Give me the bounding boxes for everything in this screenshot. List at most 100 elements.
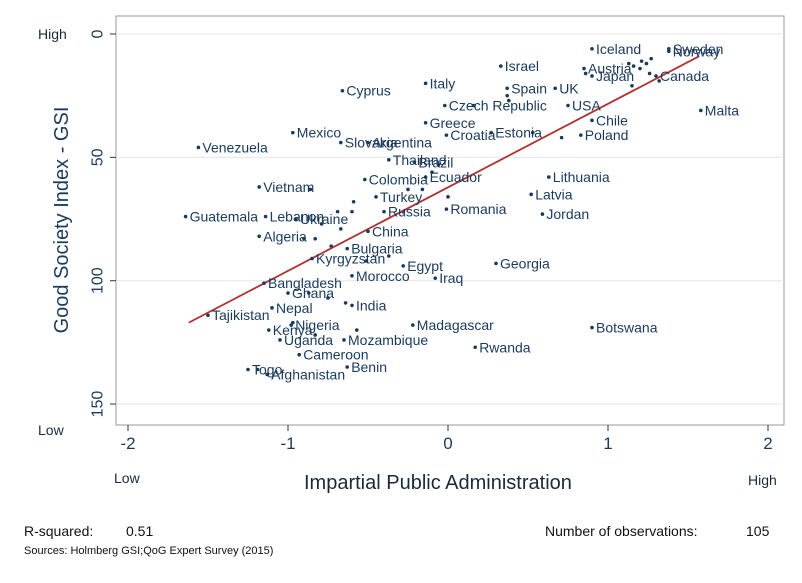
point-label: Ghana bbox=[292, 285, 334, 301]
data-point bbox=[262, 281, 266, 285]
point-label: Ecuador bbox=[430, 169, 482, 185]
point-label: Kyrgyzstan bbox=[316, 250, 385, 266]
point-label: Rwanda bbox=[479, 339, 531, 355]
data-point bbox=[364, 259, 369, 263]
data-point bbox=[319, 222, 324, 226]
data-point bbox=[255, 367, 260, 372]
fit-line bbox=[188, 55, 700, 324]
data-point bbox=[644, 61, 649, 66]
point-label: USA bbox=[572, 98, 601, 114]
data-point bbox=[401, 264, 406, 268]
data-point bbox=[289, 323, 294, 327]
point-label: Chile bbox=[596, 112, 628, 128]
point-label: Mexico bbox=[297, 125, 342, 141]
point-label: Lebanon bbox=[270, 209, 325, 225]
data-point bbox=[308, 187, 313, 192]
data-point bbox=[627, 61, 631, 66]
data-point bbox=[310, 256, 314, 261]
data-point bbox=[667, 47, 671, 51]
data-point bbox=[430, 170, 434, 174]
data-point bbox=[647, 71, 652, 76]
data-point bbox=[313, 333, 318, 337]
data-point bbox=[270, 306, 274, 310]
point-label: China bbox=[372, 223, 409, 239]
data-point bbox=[294, 217, 298, 221]
point-label: Norway bbox=[673, 43, 720, 59]
data-point bbox=[505, 86, 510, 91]
data-point bbox=[307, 291, 311, 295]
data-point bbox=[263, 214, 268, 219]
data-point bbox=[297, 352, 302, 357]
point-label: Afghanistan bbox=[271, 366, 345, 382]
data-point bbox=[351, 199, 356, 204]
data-point bbox=[566, 103, 570, 108]
observations-value: 105 bbox=[746, 523, 770, 539]
point-label: Botswana bbox=[596, 320, 658, 336]
data-point bbox=[387, 158, 391, 162]
data-point bbox=[345, 365, 350, 369]
point-label: Thailand bbox=[393, 152, 447, 168]
data-point bbox=[471, 103, 476, 108]
data-point bbox=[638, 66, 642, 71]
x-axis-low-label: Low bbox=[114, 470, 140, 486]
point-label: Uganda bbox=[284, 332, 333, 348]
data-point bbox=[494, 261, 498, 266]
observations-label: Number of observations: bbox=[545, 523, 698, 539]
data-point bbox=[278, 338, 282, 342]
point-label: India bbox=[356, 297, 387, 313]
data-point bbox=[507, 98, 511, 103]
point-label: Nigeria bbox=[295, 317, 340, 333]
point-label: Brazil bbox=[418, 154, 453, 170]
data-point bbox=[350, 303, 354, 308]
x-tick-label: 2 bbox=[763, 434, 772, 453]
point-label: Iceland bbox=[596, 41, 641, 57]
point-label: Jordan bbox=[546, 206, 589, 222]
point-label: Malta bbox=[705, 102, 739, 118]
point-label: Japan bbox=[596, 68, 634, 84]
data-point bbox=[366, 140, 370, 145]
data-point bbox=[342, 338, 346, 342]
data-point bbox=[387, 254, 391, 258]
data-point bbox=[553, 86, 557, 91]
data-point bbox=[350, 273, 354, 278]
x-tick-label: 0 bbox=[443, 434, 452, 453]
data-point bbox=[699, 108, 703, 113]
point-label: Bangladesh bbox=[268, 275, 342, 291]
data-point bbox=[444, 207, 449, 211]
data-point bbox=[313, 236, 318, 241]
point-label: Nepal bbox=[276, 300, 313, 316]
data-point bbox=[267, 328, 271, 332]
data-point bbox=[590, 74, 594, 78]
data-point bbox=[340, 88, 345, 93]
data-point bbox=[374, 195, 378, 199]
data-point bbox=[473, 345, 478, 350]
data-point bbox=[406, 187, 410, 192]
data-point bbox=[583, 71, 588, 76]
y-tick-label: 50 bbox=[90, 148, 107, 166]
point-label: Croatia bbox=[450, 127, 495, 143]
data-point bbox=[443, 103, 447, 108]
data-point bbox=[382, 209, 386, 214]
point-label: Tajikistan bbox=[212, 307, 270, 323]
y-axis-low-label: Low bbox=[38, 422, 64, 438]
data-point bbox=[547, 175, 551, 179]
x-tick-label: -1 bbox=[280, 434, 295, 453]
point-label: Benin bbox=[351, 359, 387, 375]
data-point bbox=[265, 372, 270, 377]
data-point bbox=[246, 367, 250, 372]
data-point bbox=[366, 229, 370, 234]
point-label: Russia bbox=[388, 204, 431, 220]
point-label: Madagascar bbox=[417, 317, 494, 333]
data-point bbox=[423, 121, 428, 125]
point-label: Latvia bbox=[535, 186, 573, 202]
data-point bbox=[582, 66, 586, 71]
point-label: Colombia bbox=[369, 172, 428, 188]
data-point bbox=[433, 276, 438, 281]
data-point bbox=[355, 328, 359, 332]
point-label: Sweden bbox=[673, 41, 724, 57]
point-label: Canada bbox=[660, 68, 709, 84]
point-label: Poland bbox=[585, 127, 629, 143]
data-point bbox=[654, 74, 658, 78]
point-label: Algeria bbox=[263, 228, 307, 244]
data-point bbox=[631, 64, 636, 68]
